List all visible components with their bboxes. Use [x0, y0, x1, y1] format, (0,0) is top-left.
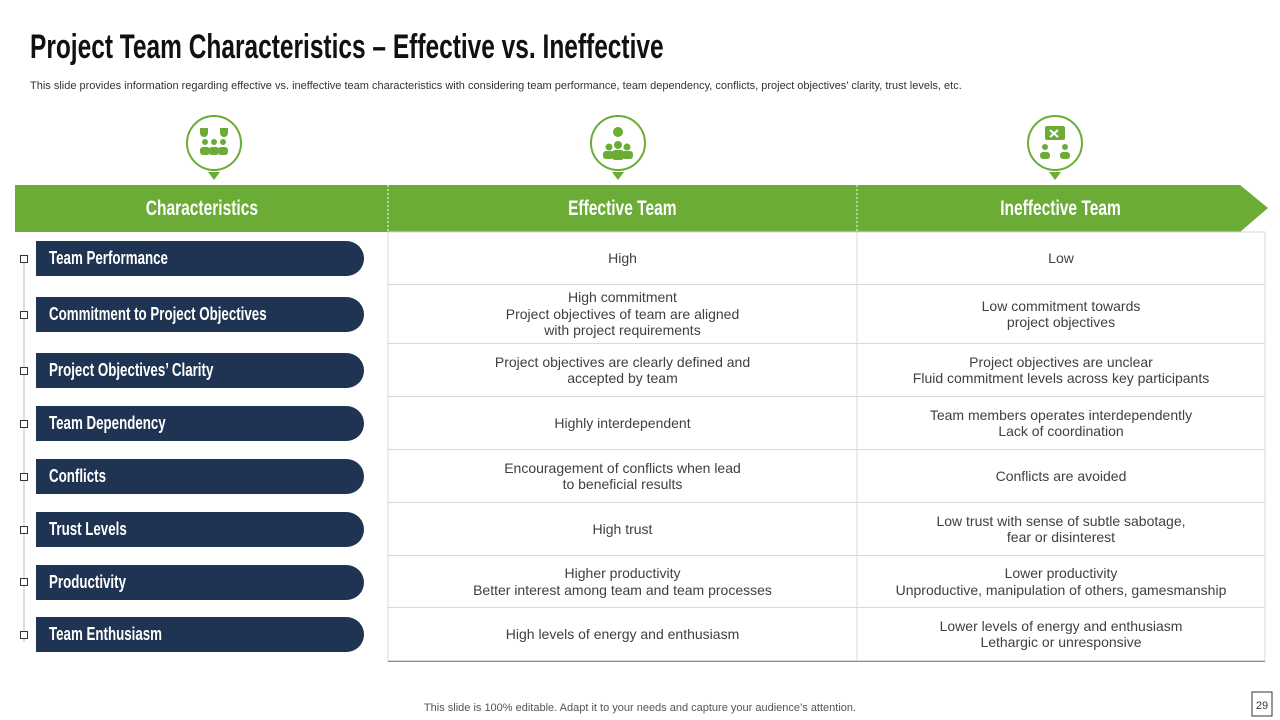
column-header-text: Characteristics	[145, 196, 258, 220]
column-header: Ineffective Team	[857, 185, 1265, 232]
ineffective-cell: Lower productivity Unproductive, manipula…	[857, 556, 1265, 608]
column-header: Characteristics	[15, 185, 388, 232]
ineffective-cell: Low commitment towards project objectives	[857, 285, 1265, 344]
effective-cell: Highly interdependent	[388, 397, 857, 450]
cell-line: accepted by team	[567, 370, 678, 386]
row-label-text: Conflicts	[49, 466, 106, 486]
row-label: Commitment to Project Objectives	[36, 297, 364, 332]
cell-line: project objectives	[1006, 314, 1116, 330]
cell-line: High	[608, 249, 637, 266]
bullet	[20, 310, 28, 319]
bullet	[20, 472, 28, 481]
row-label: Team Performance	[36, 241, 364, 276]
cell-line: Low	[1048, 249, 1074, 266]
effective-cell: High	[388, 232, 857, 285]
row-label-text: Team Performance	[49, 248, 168, 268]
cell-line: Project objectives are clearly defined a…	[494, 353, 751, 370]
cell-line: Conflicts are avoided	[995, 467, 1127, 484]
cell-line: Lack of coordination	[998, 423, 1124, 439]
bullet	[20, 525, 28, 534]
cell-line: with project requirements	[544, 322, 701, 339]
effective-cell: Encouragement of conflicts when lead to b…	[388, 450, 857, 503]
row-label: Team Dependency	[36, 406, 364, 441]
effective-cell: High commitment Project objectives of tea…	[388, 285, 857, 344]
cell-line: Project objectives of team are aligned	[505, 305, 740, 322]
row-label: Team Enthusiasm	[36, 617, 364, 652]
column-header: Effective Team	[388, 185, 857, 232]
row-label-text: Productivity	[49, 571, 126, 592]
cell-line: Lower productivity	[1004, 565, 1118, 581]
row-label-text: Trust Levels	[49, 519, 127, 539]
bullet	[20, 630, 28, 639]
bullet	[20, 366, 28, 375]
row-label-text: Project Objectives’ Clarity	[49, 360, 214, 380]
cell-line: Unproductive, manipulation of others, ga…	[895, 581, 1227, 598]
effective-cell: Project objectives are clearly defined a…	[388, 344, 857, 397]
title-text: Project Team Characteristics – Effective…	[30, 28, 664, 66]
row-label-text: Team Dependency	[49, 413, 166, 433]
subtitle: This slide provides information regardin…	[30, 80, 962, 92]
cell-line: Project objectives are unclear	[969, 353, 1153, 370]
cell-line: Better interest among team and team proc…	[473, 581, 772, 598]
cell-line: High levels of energy and enthusiasm	[505, 625, 740, 642]
cell-line: fear or disinterest	[1006, 529, 1116, 545]
effective-cell: Higher productivity Better interest among…	[388, 556, 857, 608]
ineffective-cell: Project objectives are unclear Fluid comm…	[857, 344, 1265, 397]
page-number: 29	[1255, 700, 1269, 712]
column-header-text: Ineffective Team	[1000, 196, 1122, 220]
cell-line: Lethargic or unresponsive	[980, 634, 1142, 650]
cell-line: Low trust with sense of subtle sabotage,	[936, 512, 1186, 529]
cell-line: Highly interdependent	[554, 414, 691, 431]
bullet	[20, 254, 28, 263]
title: Project Team Characteristics – Effective…	[30, 28, 910, 67]
cell-line: Low commitment towards	[981, 297, 1141, 314]
row-label: Conflicts	[36, 459, 364, 494]
ineffective-cell: Conflicts are avoided	[857, 450, 1265, 503]
cell-line: Team members operates interdependently	[929, 406, 1193, 423]
cell-line: Fluid commitment levels across key parti…	[912, 370, 1210, 386]
cell-line: Lower levels of energy and enthusiasm	[939, 617, 1183, 634]
ineffective-cell: Team members operates interdependently La…	[857, 397, 1265, 450]
row-label: Trust Levels	[36, 512, 364, 547]
row-label-text: Team Enthusiasm	[49, 624, 163, 644]
row-label: Project Objectives’ Clarity	[36, 353, 364, 388]
cell-line: High trust	[592, 520, 653, 537]
cell-line: Higher productivity	[564, 565, 681, 581]
bullet	[20, 419, 28, 428]
bullet	[20, 578, 28, 586]
ineffective-cell: Lower levels of energy and enthusiasm Let…	[857, 608, 1265, 661]
ineffective-cell: Low	[857, 232, 1265, 285]
column-header-text: Effective Team	[568, 196, 677, 220]
cell-line: Encouragement of conflicts when lead	[504, 459, 741, 476]
cell-line: to beneficial results	[562, 476, 683, 492]
row-label-text: Commitment to Project Objectives	[49, 304, 267, 324]
footer-note: This slide is 100% editable. Adapt it to…	[423, 702, 857, 714]
effective-cell: High levels of energy and enthusiasm	[388, 608, 857, 661]
effective-cell: High trust	[388, 503, 857, 556]
row-label: Productivity	[36, 564, 364, 600]
ineffective-cell: Low trust with sense of subtle sabotage,…	[857, 503, 1265, 556]
cell-line: High commitment	[568, 289, 677, 306]
